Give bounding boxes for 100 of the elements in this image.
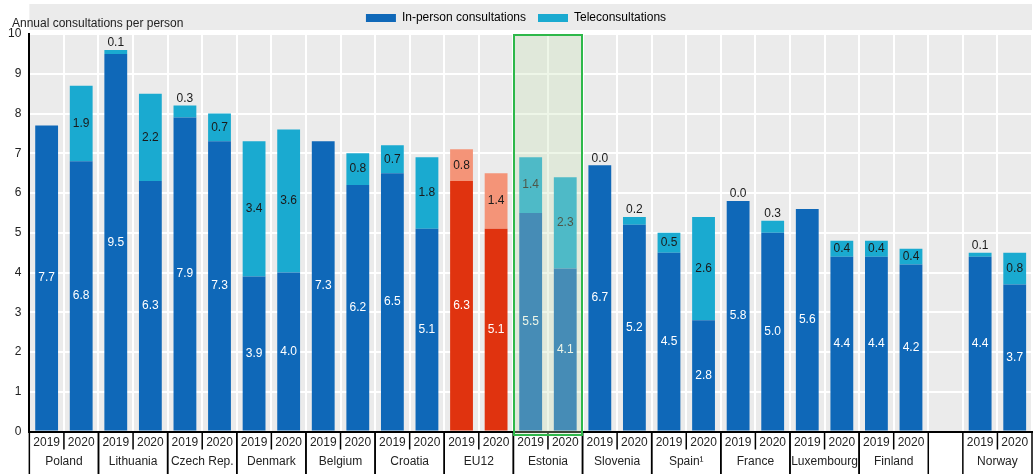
y-tick-label: 0 (14, 423, 22, 438)
x-tick-label: 2020 (690, 435, 718, 450)
text: Belgium (318, 453, 363, 468)
y-tick-label: 1 (14, 384, 22, 399)
data-label: 0.1 (971, 237, 989, 252)
data-label: 5.0 (764, 324, 782, 339)
data-label: 4.1 (556, 341, 574, 356)
data-label: 2.6 (695, 260, 713, 275)
data-label: 3.9 (245, 345, 263, 360)
text: Norway (977, 453, 1018, 468)
y-tick-label: 5 (14, 225, 22, 240)
data-label: 5.8 (729, 308, 747, 323)
x-tick-label: 2020 (551, 435, 579, 450)
data-label: 7.3 (211, 278, 229, 293)
x-tick-label: 2019 (33, 435, 61, 450)
x-tick-label: 2020 (344, 435, 372, 450)
data-label: 0.0 (729, 186, 747, 201)
text: Lithuania (108, 453, 158, 468)
data-label: 4.5 (660, 333, 678, 348)
x-tick-label: 2019 (379, 435, 407, 450)
data-label: 5.5 (522, 314, 540, 329)
data-label: 6.7 (591, 290, 609, 305)
x-tick-label: 2020 (621, 435, 649, 450)
x-tick-label: 2020 (137, 435, 165, 450)
text: Poland (45, 453, 83, 468)
text: Czech Rep. (170, 453, 234, 468)
data-label: 1.4 (522, 177, 540, 192)
data-label: 3.6 (280, 193, 298, 208)
data-label: 0.2 (626, 202, 644, 217)
data-label: 0.1 (107, 35, 125, 50)
y-tick-label: 6 (14, 185, 22, 200)
data-label: 1.4 (487, 193, 505, 208)
data-label: 0.7 (211, 119, 229, 134)
x-tick-label: 2019 (655, 435, 683, 450)
data-label: 1.8 (418, 185, 436, 200)
data-label: 3.7 (1006, 349, 1024, 364)
x-tick-label: 2019 (171, 435, 199, 450)
data-label: 5.2 (626, 320, 644, 335)
data-label: 3.4 (245, 201, 263, 216)
data-label: 6.2 (349, 300, 367, 315)
data-label: 5.1 (487, 322, 505, 337)
text: Denmark (247, 453, 297, 468)
data-label: 4.4 (868, 335, 886, 350)
data-label: 0.4 (833, 241, 851, 256)
legend-label: Teleconsultations (574, 10, 667, 25)
data-label: 0.0 (591, 150, 609, 165)
x-tick-label: 2020 (206, 435, 234, 450)
text: EU12 (463, 453, 495, 468)
data-label: 5.1 (418, 322, 436, 337)
y-tick-label: 9 (14, 66, 22, 81)
text: Luxembourg (791, 453, 858, 468)
x-tick-label: 2019 (517, 435, 545, 450)
x-tick-label: 2020 (482, 435, 510, 450)
text: Finland (874, 453, 914, 468)
data-label: 0.4 (868, 241, 886, 256)
x-tick-label: 2020 (828, 435, 856, 450)
text: France (736, 453, 775, 468)
data-label: 7.9 (176, 266, 194, 281)
data-label: 0.3 (764, 206, 782, 221)
x-tick-label: 2020 (759, 435, 787, 450)
data-label: 0.8 (349, 161, 367, 176)
data-label: 0.5 (660, 235, 678, 250)
data-label: 0.7 (384, 151, 402, 166)
data-label: 7.3 (314, 278, 332, 293)
x-tick-label: 2019 (586, 435, 614, 450)
x-tick-label: 2020 (897, 435, 925, 450)
data-label: 4.4 (971, 335, 989, 350)
data-label: 5.6 (798, 312, 816, 327)
x-tick-label: 2019 (309, 435, 337, 450)
data-label: 0.3 (176, 90, 194, 105)
x-tick-label: 2019 (863, 435, 891, 450)
data-label: 4.2 (902, 339, 920, 354)
y-tick-label: 7 (14, 145, 22, 160)
text: Slovenia (594, 453, 641, 468)
data-label: 0.8 (1006, 260, 1024, 275)
data-label: 1.9 (72, 115, 90, 130)
data-label: 2.8 (695, 367, 713, 382)
legend-label: In-person consultations (401, 10, 527, 25)
text: Estonia (527, 453, 569, 468)
data-label: 0.4 (902, 248, 920, 263)
data-label: 2.2 (142, 129, 160, 144)
text: Spain¹ (668, 453, 704, 468)
x-tick-label: 2020 (1001, 435, 1029, 450)
y-tick-label: 4 (14, 264, 22, 279)
x-tick-label: 2020 (67, 435, 95, 450)
data-label: 6.8 (72, 288, 90, 303)
x-tick-label: 2019 (793, 435, 821, 450)
data-label: 4.4 (833, 335, 851, 350)
y-tick-label: 8 (14, 105, 22, 120)
data-label: 6.3 (453, 298, 471, 313)
data-label: 2.3 (556, 215, 574, 230)
x-tick-label: 2019 (240, 435, 268, 450)
data-label: 9.5 (107, 234, 125, 249)
x-tick-label: 2020 (413, 435, 441, 450)
data-label: 0.8 (453, 157, 471, 172)
x-tick-label: 2019 (966, 435, 994, 450)
x-tick-label: 2019 (448, 435, 476, 450)
y-tick-label: 2 (14, 344, 22, 359)
data-label: 4.0 (280, 343, 298, 358)
x-tick-label: 2020 (275, 435, 303, 450)
